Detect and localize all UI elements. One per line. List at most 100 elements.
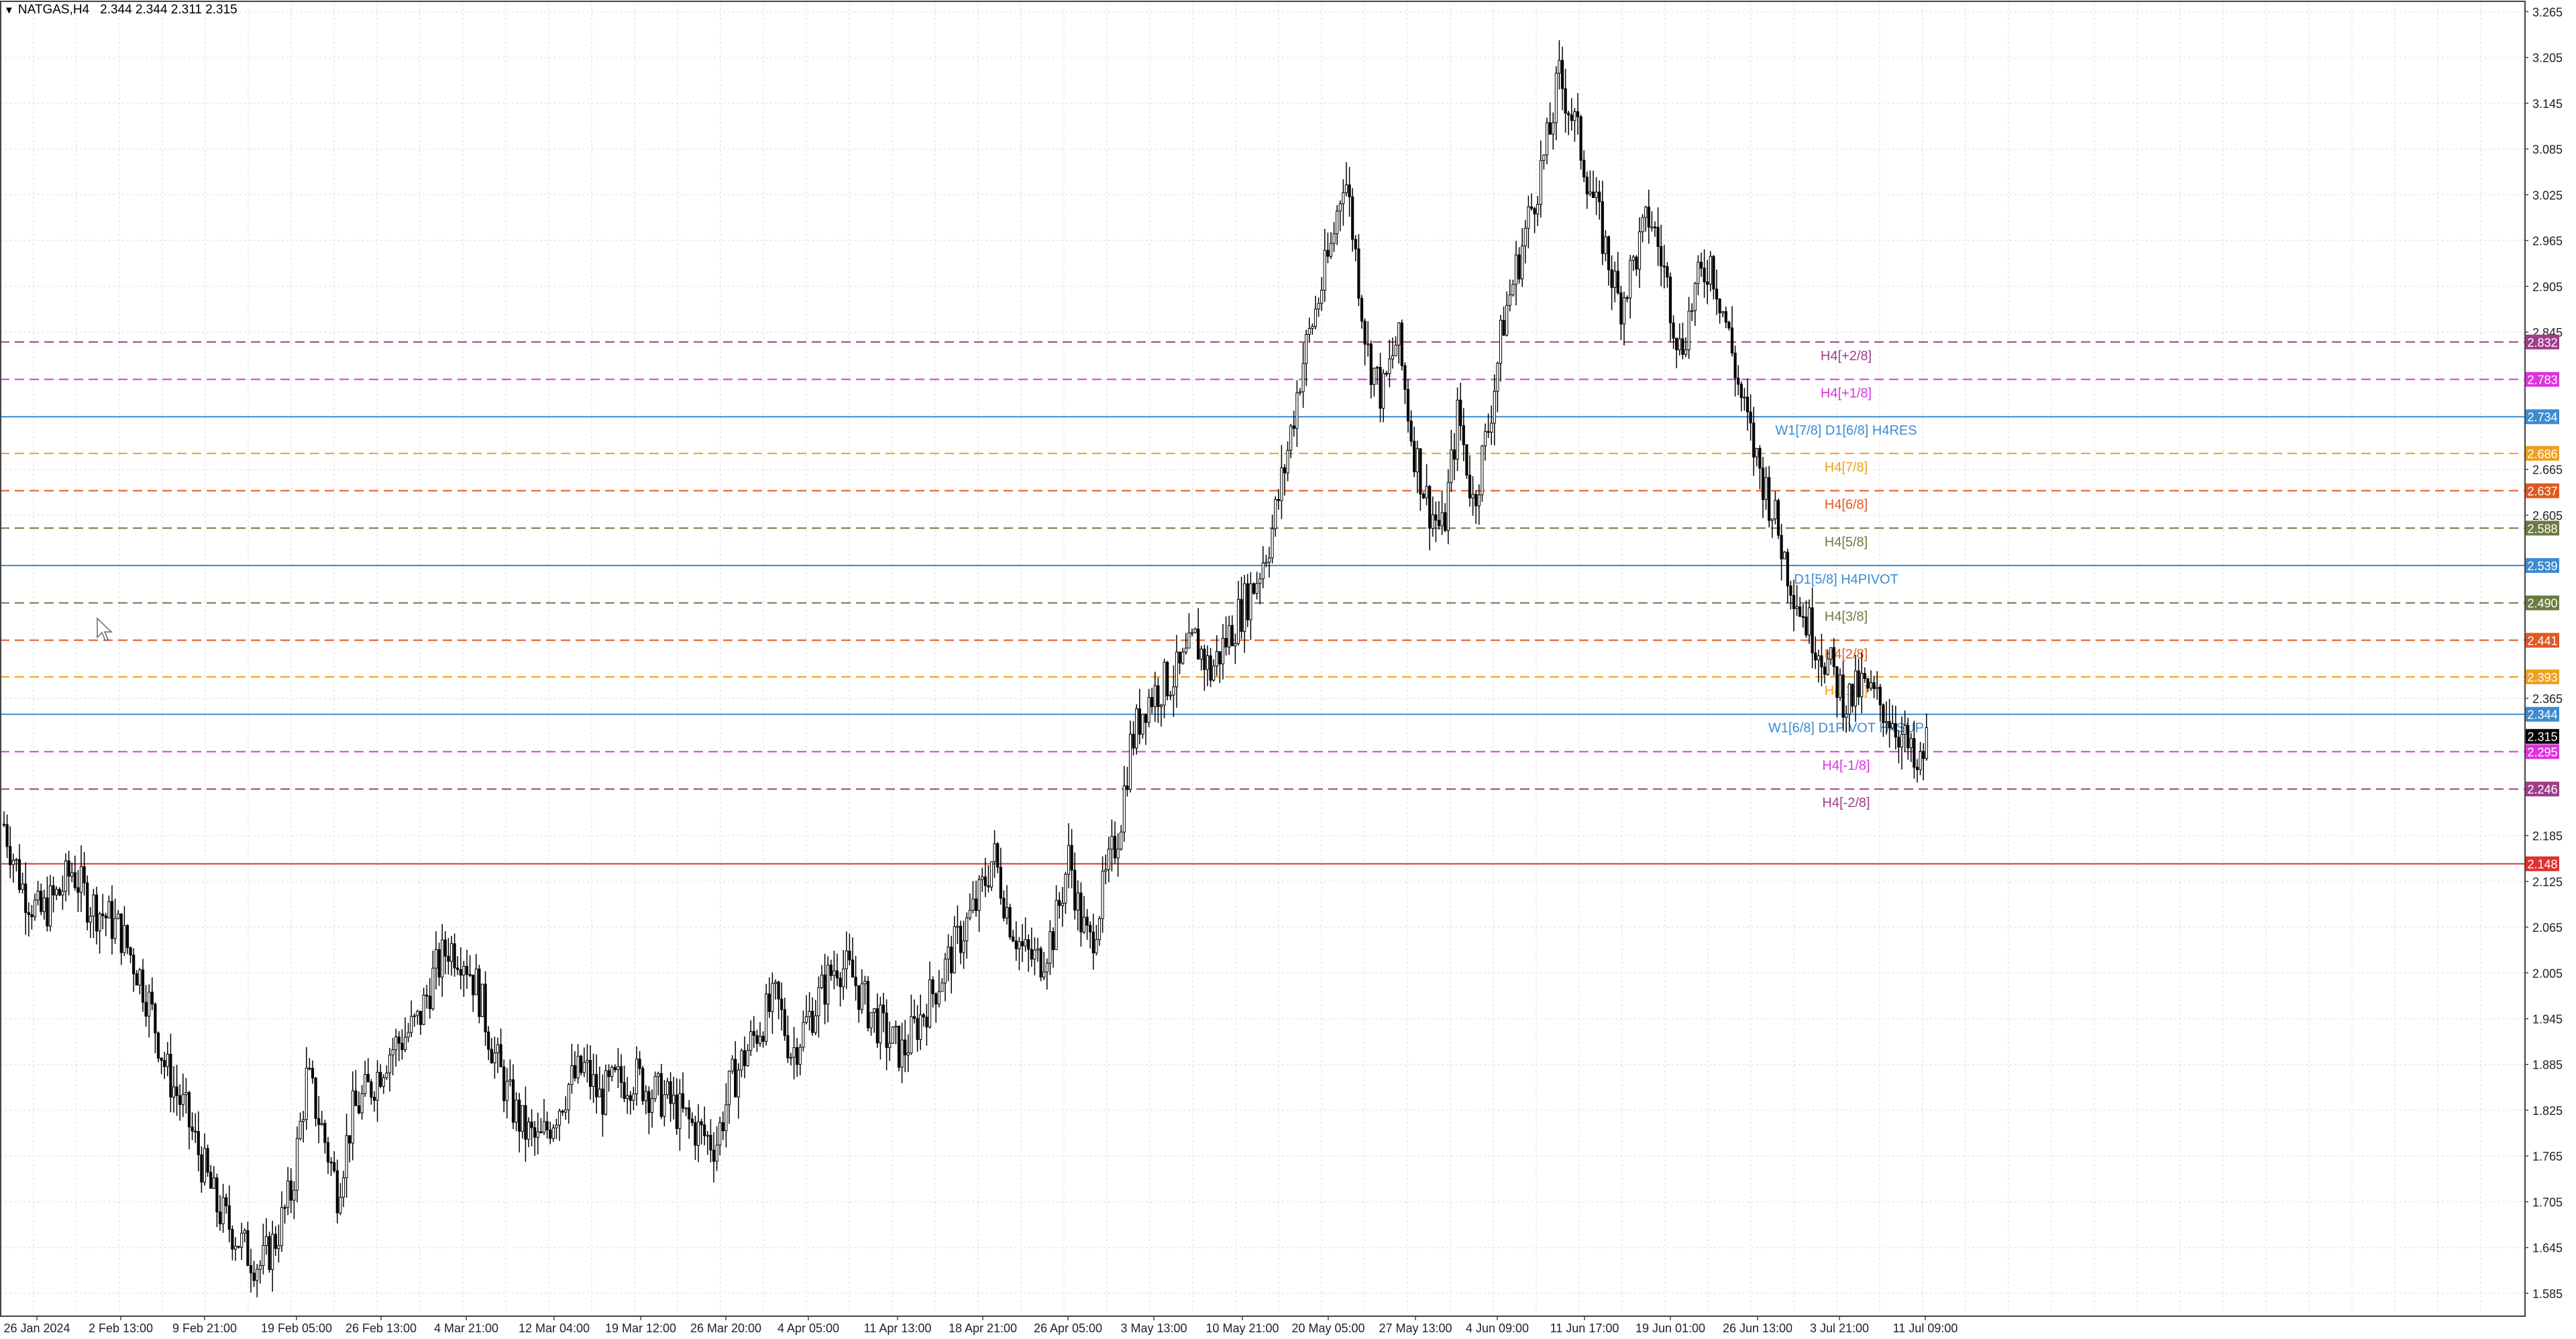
svg-text:2.686: 2.686: [2527, 447, 2557, 461]
candle: [1172, 665, 1175, 717]
candle: [1030, 927, 1033, 967]
candle: [1419, 447, 1422, 511]
candle: [379, 1064, 382, 1089]
candle: [1005, 885, 1009, 925]
candle: [823, 953, 826, 1024]
candle: [904, 1020, 907, 1073]
candle: [107, 895, 111, 919]
candle: [1523, 220, 1527, 264]
candle: [1095, 924, 1098, 956]
candle: [419, 1010, 423, 1035]
candle: [845, 931, 848, 989]
candle: [1169, 691, 1172, 700]
candle: [869, 1012, 873, 1036]
candle: [1354, 235, 1357, 262]
candle: [557, 1108, 561, 1141]
candle: [873, 1008, 876, 1033]
candle: [1064, 871, 1067, 914]
candle: [1487, 413, 1490, 438]
candle: [851, 937, 855, 978]
candle: [592, 1053, 595, 1104]
x-tick-label: 26 Jun 13:00: [1723, 1322, 1792, 1335]
candle: [98, 912, 101, 954]
candle: [1452, 433, 1456, 480]
candle: [339, 1183, 342, 1216]
candle: [394, 1028, 398, 1067]
candle: [431, 951, 435, 1011]
candle: [1351, 188, 1354, 252]
candle: [1477, 484, 1481, 525]
candle: [364, 1061, 367, 1097]
x-tick-label: 26 Jan 2024: [3, 1322, 70, 1335]
candle: [1536, 196, 1540, 226]
level-label: H4[7/8]: [1825, 460, 1868, 475]
candle: [1638, 217, 1642, 288]
candle: [922, 1012, 925, 1027]
svg-text:2.637: 2.637: [2527, 485, 2557, 498]
candle: [1033, 937, 1036, 975]
candle: [17, 844, 21, 894]
candle: [1715, 269, 1719, 315]
y-tick-label: 2.965: [2532, 235, 2563, 248]
candle: [1323, 229, 1326, 302]
candle: [848, 933, 851, 965]
candle: [1826, 649, 1829, 676]
candle: [1406, 379, 1410, 433]
candle: [123, 906, 126, 957]
candle: [1851, 684, 1854, 713]
candle: [771, 972, 774, 1034]
candle: [1872, 676, 1876, 698]
candle: [1878, 684, 1882, 722]
candle: [256, 1264, 259, 1297]
candle: [555, 1118, 558, 1139]
candle: [160, 1057, 163, 1075]
candle: [1820, 633, 1823, 687]
candle: [977, 875, 981, 932]
candle: [1768, 466, 1771, 528]
candle: [487, 1026, 490, 1061]
candle: [1591, 170, 1595, 199]
candle: [200, 1146, 203, 1193]
candle: [443, 930, 447, 975]
x-tick-label: 10 May 21:00: [1205, 1322, 1279, 1335]
svg-text:2.783: 2.783: [2527, 374, 2557, 387]
y-tick-label: 2.005: [2532, 967, 2563, 980]
candle: [1397, 322, 1401, 364]
candle: [1036, 938, 1040, 962]
x-tick-label: 11 Jul 09:00: [1893, 1322, 1958, 1335]
y-tick-label: 2.125: [2532, 875, 2563, 889]
candle: [1684, 337, 1688, 358]
candle: [1382, 369, 1385, 423]
candle: [86, 875, 89, 930]
time-axis[interactable]: 26 Jan 2024 2 Feb 13:00 9 Feb 21:00 19 Feb …: [3, 1316, 1957, 1335]
candle: [1610, 255, 1613, 311]
candle: [1807, 599, 1811, 644]
candle: [749, 1020, 753, 1057]
level-label: H4[6/8]: [1825, 498, 1868, 513]
candle: [586, 1044, 589, 1083]
candle: [610, 1065, 614, 1082]
candle: [623, 1065, 626, 1102]
x-tick-label: 3 May 13:00: [1120, 1322, 1187, 1335]
candle: [1255, 572, 1258, 600]
candle: [1598, 180, 1601, 220]
candle: [773, 979, 777, 1000]
price-axis[interactable]: 3.2653.2053.1453.0853.0252.9652.9052.845…: [2524, 5, 2563, 1301]
candle: [218, 1195, 222, 1231]
symbol-menu-icon[interactable]: ▼: [4, 5, 14, 16]
candle: [925, 1004, 928, 1046]
candle: [1801, 604, 1805, 628]
x-tick-label: 11 Apr 13:00: [864, 1322, 932, 1335]
candle: [422, 987, 425, 1026]
candle: [410, 1000, 413, 1037]
candle: [453, 933, 456, 977]
candle: [1175, 635, 1179, 708]
candle: [1363, 318, 1366, 366]
candle: [842, 950, 845, 1000]
candle: [76, 870, 80, 912]
candle: [1721, 311, 1725, 317]
candle: [885, 999, 888, 1071]
candle: [425, 985, 429, 1009]
candle: [1903, 710, 1907, 753]
